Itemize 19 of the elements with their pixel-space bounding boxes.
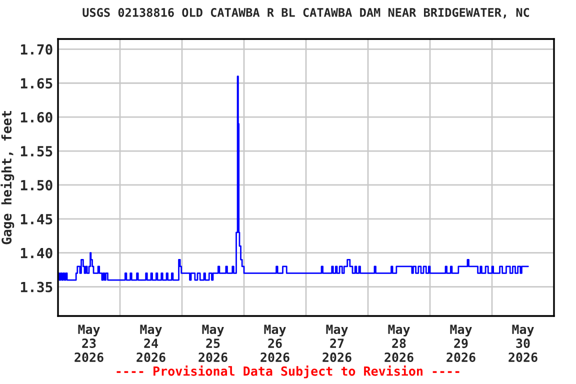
x-tick-label: May 29 2026 xyxy=(446,324,476,362)
y-axis-title: Gage height, feet xyxy=(0,111,14,244)
x-tick-label: May 24 2026 xyxy=(136,324,166,362)
text: ---- Provisional Data Subject to Revision ---- xyxy=(116,365,460,378)
y-tick-label: 1.65 xyxy=(20,78,52,89)
y-tick-label: 1.70 xyxy=(20,44,52,55)
y-tick-label: 1.50 xyxy=(20,180,52,190)
y-tick-label: 1.35 xyxy=(20,282,52,292)
x-tick-label: May 23 2026 xyxy=(74,324,104,362)
y-tick-label: 1.60 xyxy=(20,112,52,123)
y-tick-label: 1.40 xyxy=(20,248,52,258)
x-tick-label: May 30 2026 xyxy=(508,324,538,362)
y-tick-label: 1.55 xyxy=(20,146,52,156)
y-tick-label: 1.45 xyxy=(20,214,52,224)
x-tick-label: May 26 2026 xyxy=(260,324,290,362)
x-tick-label: May 28 2026 xyxy=(384,324,414,362)
x-tick-label: May 25 2026 xyxy=(198,324,228,362)
x-tick-label: May 27 2026 xyxy=(322,324,352,362)
chart-title: USGS 02138816 OLD CATAWBA R BL CATAWBA DAM NEAR BRIDGEWATER, NC xyxy=(82,8,530,18)
